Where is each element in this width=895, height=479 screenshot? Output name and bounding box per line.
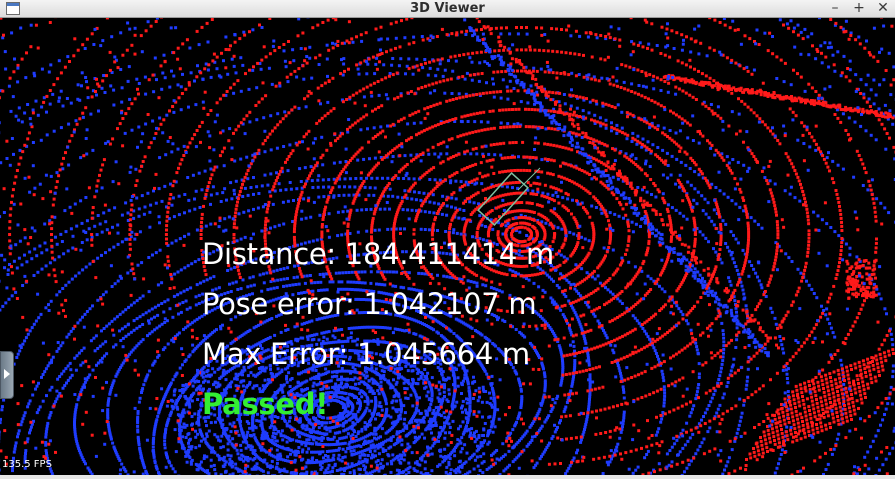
status-overlay: Distance: 184.411414 m Pose error: 1.042…	[202, 236, 554, 436]
window-icon[interactable]	[6, 2, 20, 15]
close-button[interactable]: ✕	[877, 0, 889, 16]
minimize-button[interactable]: –	[831, 0, 839, 16]
maximize-button[interactable]: +	[853, 0, 865, 16]
title-bar[interactable]: 3D Viewer – + ✕	[0, 0, 895, 18]
expand-arrow-icon	[4, 369, 10, 379]
3d-viewport[interactable]: Distance: 184.411414 m Pose error: 1.042…	[0, 18, 895, 479]
distance-text: Distance: 184.411414 m	[202, 237, 554, 271]
side-panel-toggle[interactable]	[0, 351, 14, 399]
max-error-text: Max Error: 1.045664 m	[202, 337, 530, 371]
fps-counter: 135.5 FPS	[2, 459, 52, 470]
window-title: 3D Viewer	[410, 1, 485, 16]
pose-error-text: Pose error: 1.042107 m	[202, 287, 537, 321]
result-text: Passed!	[202, 387, 329, 421]
point-cloud-scene[interactable]	[0, 18, 895, 479]
bottom-border	[0, 475, 895, 479]
